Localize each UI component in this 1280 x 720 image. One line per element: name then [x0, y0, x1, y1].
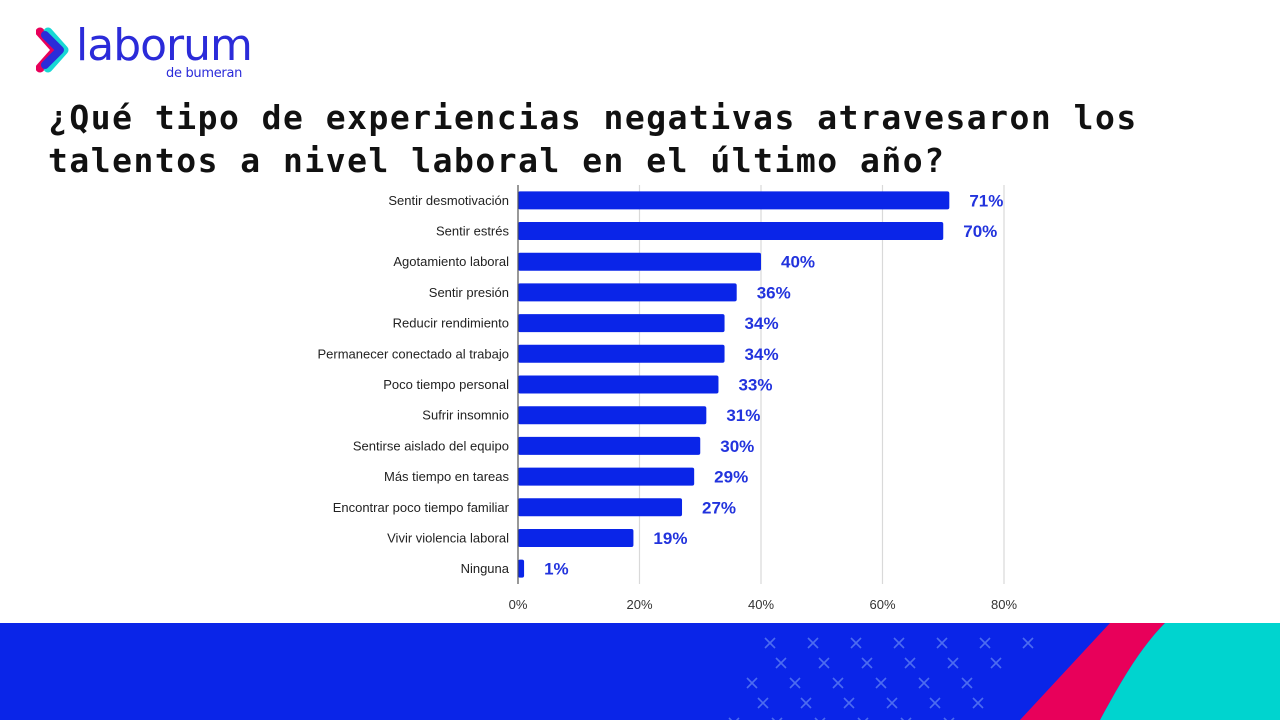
cross-icon: [990, 657, 1002, 669]
cross-icon: [979, 637, 991, 649]
bar: [518, 436, 701, 455]
value-label: 40%: [781, 253, 815, 272]
value-label: 36%: [757, 283, 791, 302]
bar: [518, 406, 707, 425]
value-label: 19%: [653, 529, 687, 548]
category-label: Encontrar poco tiempo familiar: [333, 500, 510, 515]
x-tick-label: 60%: [869, 597, 895, 612]
cross-icon: [832, 677, 844, 689]
bar: [518, 252, 761, 271]
chart-tick-labels: 0% 20% 40% 60% 80%: [509, 597, 1018, 612]
cross-icon: [789, 677, 801, 689]
cross-icon: [746, 677, 758, 689]
logo-subtitle: de bumeran: [166, 66, 243, 81]
bar: [518, 559, 525, 578]
x-tick-label: 0%: [509, 597, 528, 612]
bar: [518, 528, 634, 547]
footer-pink-stripe: [1020, 623, 1165, 720]
cross-icon: [775, 657, 787, 669]
category-label: Agotamiento laboral: [393, 254, 509, 269]
category-label: Sufrir insomnio: [422, 408, 509, 423]
cross-icon: [1022, 637, 1034, 649]
bar: [518, 344, 725, 363]
value-label: 70%: [963, 222, 997, 241]
cross-icon: [961, 677, 973, 689]
footer-banner: [0, 623, 1280, 720]
category-label: Ninguna: [461, 561, 510, 576]
category-label: Sentir presión: [429, 285, 509, 300]
bar: [518, 283, 737, 302]
cross-icon: [818, 657, 830, 669]
x-tick-label: 40%: [748, 597, 774, 612]
cross-icon: [929, 697, 941, 709]
x-tick-label: 20%: [626, 597, 652, 612]
bar: [518, 222, 944, 241]
value-label: 27%: [702, 498, 736, 517]
category-label: Reducir rendimiento: [393, 316, 509, 331]
cross-icon: [764, 637, 776, 649]
bar: [518, 375, 719, 394]
bar: [518, 467, 695, 486]
value-label: 34%: [745, 345, 779, 364]
cross-icon: [972, 697, 984, 709]
laborum-logo: laborum de bumeran: [36, 20, 266, 86]
category-label: Sentir estrés: [436, 224, 509, 239]
cross-icon: [886, 697, 898, 709]
category-label: Permanecer conectado al trabajo: [317, 346, 509, 361]
logo-wordmark: laborum: [76, 20, 253, 71]
footer-teal-shape: [1100, 623, 1280, 720]
category-label: Sentirse aislado del equipo: [353, 438, 509, 453]
category-label: Más tiempo en tareas: [384, 469, 510, 484]
cross-icon: [904, 657, 916, 669]
value-label: 33%: [738, 376, 772, 395]
chart-gridlines: [638, 185, 1005, 584]
value-label: 31%: [726, 406, 760, 425]
bar: [518, 314, 725, 333]
page-title: ¿Qué tipo de experiencias negativas atra…: [48, 98, 1138, 180]
category-label: Sentir desmotivación: [388, 193, 509, 208]
value-label: 71%: [969, 191, 1003, 210]
cross-icon: [843, 697, 855, 709]
category-label: Vivir violencia laboral: [387, 530, 509, 545]
cross-icon: [893, 637, 905, 649]
cross-icon: [861, 657, 873, 669]
bar: [518, 191, 950, 210]
logo-chevron-icon: [36, 27, 69, 73]
category-label: Poco tiempo personal: [383, 377, 509, 392]
cross-icon: [800, 697, 812, 709]
bar: [518, 498, 683, 517]
cross-icon: [947, 657, 959, 669]
cross-icon: [918, 677, 930, 689]
x-tick-label: 80%: [991, 597, 1017, 612]
value-label: 29%: [714, 468, 748, 487]
value-label: 30%: [720, 437, 754, 456]
chart-value-labels: 71% 70% 40% 36% 34% 34% 33% 31% 30% 29% 27% 19% 1%: [544, 191, 1003, 578]
cross-icon: [757, 697, 769, 709]
value-label: 34%: [745, 314, 779, 333]
chart-category-labels: Sentir desmotivación Sentir estrés Agotami…: [317, 193, 509, 576]
cross-icon: [875, 677, 887, 689]
cross-icon: [850, 637, 862, 649]
cross-icon: [807, 637, 819, 649]
cross-icon: [936, 637, 948, 649]
value-label: 1%: [544, 560, 569, 579]
chart-bars: [518, 191, 950, 578]
